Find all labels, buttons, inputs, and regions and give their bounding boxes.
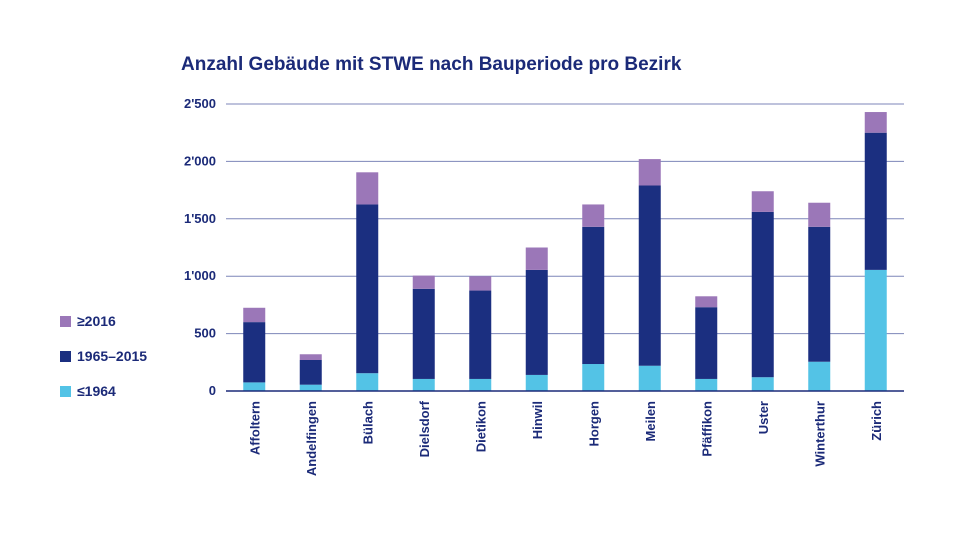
y-tick-label: 2'000 [184,153,216,168]
bar-segment [808,202,831,227]
bar-segment [582,204,605,227]
x-category-label: Uster [756,401,771,434]
y-tick-label: 1'000 [184,268,216,283]
bar-segment [751,377,774,391]
legend: ≥2016 1965–2015 ≤1964 [60,312,147,417]
bar-segment [243,322,266,383]
bar-segment [469,276,492,291]
x-category-label: Bülach [360,401,375,444]
legend-label-2016: ≥2016 [77,313,116,329]
bar-segment [412,288,435,379]
bar-segment [412,275,435,289]
bar-segment [525,374,548,391]
bar-segment [356,172,379,205]
bar-segment [695,296,718,308]
bar-segment [582,226,605,365]
legend-swatch-1965-2015 [60,350,71,362]
x-category-label: Andelfingen [304,401,319,476]
bar-segment [299,360,322,385]
bar-segment [808,361,831,391]
legend-label-1965-2015: 1965–2015 [77,348,148,364]
x-category-label: Affoltern [247,401,262,455]
bar-segment [299,384,322,391]
bar-segment [751,191,774,212]
bar-segment [356,373,379,391]
bar-segment [525,269,548,375]
y-tick-label: 500 [194,326,216,341]
legend-swatch-2016 [60,315,71,327]
chart-title: Anzahl Gebäude mit STWE nach Bauperiode … [181,54,682,75]
legend-item-1965-2015: 1965–2015 [60,347,147,365]
bar-segment [808,226,831,362]
bar-segment [469,378,492,391]
legend-item-1964: ≤1964 [60,382,147,400]
bar-segment [864,132,887,270]
bar-segment [638,185,661,366]
x-category-label: Dielsdorf [417,400,432,457]
bar-segment [638,365,661,391]
x-category-label: Dietikon [473,401,488,452]
y-tick-label: 0 [209,383,216,398]
y-tick-label: 2'500 [184,96,216,111]
bar-segment [751,211,774,378]
y-tick-label: 1'500 [184,211,216,226]
x-category-label: Hinwil [530,401,545,439]
bar-segment [864,269,887,391]
bar-segment [243,382,266,391]
bar-segment [525,247,548,270]
bar-segment [582,364,605,391]
x-category-label: Meilen [643,401,658,442]
x-category-label: Pfäffikon [699,401,714,457]
legend-swatch-1964 [60,385,71,397]
x-category-label: Winterthur [812,401,827,467]
x-category-label: Zürich [869,401,884,441]
bar-segment [695,378,718,391]
legend-label-1964: ≤1964 [77,383,116,399]
bar-segment [243,307,266,323]
bar-segment [638,159,661,186]
bar-segment [864,112,887,133]
bar-segment [356,204,379,374]
bar-segment [695,307,718,379]
x-category-label: Horgen [586,401,601,447]
legend-item-2016: ≥2016 [60,312,147,330]
bar-segment [469,290,492,379]
bar-segment [299,354,322,361]
bar-segment [412,378,435,391]
